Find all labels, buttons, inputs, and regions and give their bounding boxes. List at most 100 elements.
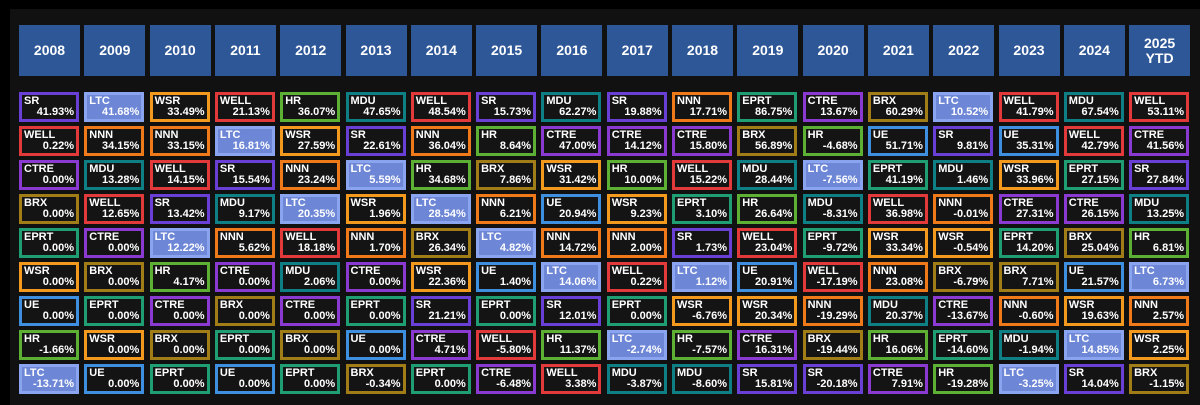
return-value: 86.75% bbox=[754, 106, 793, 118]
ticker-label: EPRT bbox=[481, 299, 511, 311]
ticker-label: NNN bbox=[1134, 299, 1158, 311]
return-value: 0.00% bbox=[238, 310, 270, 322]
return-cell: CTRE -6.48% bbox=[476, 364, 537, 394]
return-cell: WSR 27.59% bbox=[280, 126, 341, 156]
return-cell: WELL 41.79% bbox=[998, 92, 1059, 122]
ticker-label: NNN bbox=[611, 231, 636, 243]
return-value: 0.00% bbox=[499, 310, 532, 322]
ticker-label: MDU bbox=[89, 163, 115, 175]
return-cell: CTRE 41.56% bbox=[1129, 126, 1190, 156]
ticker-label: UE bbox=[872, 129, 889, 141]
return-value: 0.00% bbox=[303, 344, 336, 356]
return-value: 0.00% bbox=[42, 242, 74, 254]
return-cell: SR 27.84% bbox=[1129, 160, 1190, 190]
ticker-label: WELL bbox=[415, 95, 447, 107]
return-cell: CTRE 0.00% bbox=[149, 296, 210, 326]
return-cell: EPRT 41.19% bbox=[867, 160, 928, 190]
ticker-label: EPRT bbox=[742, 95, 772, 107]
return-value: 18.18% bbox=[297, 242, 336, 254]
return-cell: NNN -0.01% bbox=[933, 194, 994, 224]
ticker-label: WSR bbox=[285, 129, 311, 141]
return-value: -14.60% bbox=[947, 344, 989, 356]
return-value: 12.22% bbox=[167, 242, 205, 254]
ticker-label: UE bbox=[89, 367, 105, 379]
return-value: 0.00% bbox=[42, 208, 74, 220]
return-value: 41.79% bbox=[1016, 106, 1054, 118]
ticker-label: EPRT bbox=[872, 163, 903, 175]
return-value: 0.22% bbox=[630, 276, 662, 288]
return-value: 1.40% bbox=[499, 276, 532, 288]
year-header: 2025 YTD bbox=[1129, 25, 1191, 76]
ticker-label: WELL bbox=[219, 95, 252, 107]
return-value: 48.54% bbox=[428, 106, 466, 118]
return-cell: LTC -3.25% bbox=[998, 364, 1059, 394]
ticker-label: SR bbox=[938, 129, 954, 141]
return-value: 33.15% bbox=[167, 140, 205, 152]
return-value: -1.94% bbox=[1018, 344, 1054, 356]
return-cell: CTRE 16.31% bbox=[737, 330, 798, 360]
return-cell: CTRE 14.12% bbox=[606, 126, 667, 156]
return-cell: WELL -5.80% bbox=[476, 330, 537, 360]
return-value: 21.13% bbox=[232, 106, 270, 118]
ticker-label: WELL bbox=[546, 367, 578, 379]
return-cell: WSR -0.54% bbox=[933, 228, 994, 258]
ticker-label: LTC bbox=[154, 231, 176, 243]
ticker-label: EPRT bbox=[1068, 163, 1099, 175]
return-cell: SR 22.61% bbox=[345, 126, 406, 156]
return-value: 14.15% bbox=[167, 174, 205, 186]
return-value: 0.00% bbox=[303, 378, 336, 390]
return-value: 56.89% bbox=[754, 140, 793, 152]
ticker-label: HR bbox=[742, 197, 759, 209]
return-value: 0.00% bbox=[630, 310, 662, 322]
return-cell: EPRT 27.15% bbox=[1063, 160, 1124, 190]
return-cell: UE 0.00% bbox=[214, 364, 275, 394]
ticker-label: WSR bbox=[89, 333, 115, 345]
return-cell: EPRT 0.00% bbox=[84, 296, 145, 326]
return-value: 5.62% bbox=[238, 242, 270, 254]
return-cell: WELL 14.15% bbox=[149, 160, 210, 190]
ticker-label: HR bbox=[415, 163, 432, 175]
return-value: 27.59% bbox=[297, 140, 336, 152]
return-value: -19.44% bbox=[816, 344, 858, 356]
ticker-label: SR bbox=[807, 367, 823, 379]
return-value: 6.81% bbox=[1152, 242, 1185, 254]
returns-heatmap-panel: 2008 2009 2010 2011 2012 2013 2014 2015 2016 2017… bbox=[10, 9, 1200, 405]
return-cell: HR 16.06% bbox=[867, 330, 928, 360]
ticker-label: MDU bbox=[742, 163, 768, 175]
return-value: 0.00% bbox=[173, 310, 205, 322]
ticker-label: CTRE bbox=[1134, 129, 1165, 141]
ticker-label: UE bbox=[350, 333, 366, 345]
return-value: 0.00% bbox=[238, 378, 270, 390]
return-cell: WSR 2.25% bbox=[1129, 330, 1190, 360]
return-cell: WELL 21.13% bbox=[214, 92, 275, 122]
return-value: 3.10% bbox=[695, 208, 727, 220]
return-value: 21.57% bbox=[1081, 276, 1119, 288]
return-value: 0.00% bbox=[42, 174, 74, 186]
ticker-label: EPRT bbox=[1003, 231, 1033, 243]
ticker-label: SR bbox=[546, 299, 562, 311]
return-cell: BRX 0.00% bbox=[19, 194, 79, 224]
return-cell: NNN 5.62% bbox=[214, 228, 275, 258]
return-cell: WSR 1.96% bbox=[345, 194, 406, 224]
return-value: -0.34% bbox=[365, 378, 401, 390]
return-cell: EPRT 0.00% bbox=[410, 364, 471, 394]
return-value: 13.28% bbox=[101, 174, 140, 186]
ticker-label: LTC bbox=[350, 163, 372, 175]
ticker-label: MDU bbox=[677, 367, 703, 379]
return-cell: CTRE 26.15% bbox=[1063, 194, 1124, 224]
return-value: 2.57% bbox=[1152, 310, 1185, 322]
return-cell: MDU 28.44% bbox=[737, 160, 798, 190]
year-header: 2018 bbox=[672, 25, 733, 76]
return-value: 35.31% bbox=[1016, 140, 1054, 152]
ticker-label: WSR bbox=[24, 265, 50, 277]
return-cell: SR 9.81% bbox=[933, 126, 994, 156]
return-value: -13.67% bbox=[947, 310, 989, 322]
ticker-label: WELL bbox=[89, 197, 121, 209]
return-value: 33.96% bbox=[1016, 174, 1054, 186]
ticker-label: CTRE bbox=[807, 95, 838, 107]
ticker-label: LTC bbox=[611, 333, 633, 345]
ticker-label: SR bbox=[1134, 163, 1150, 175]
return-cell: MDU 47.65% bbox=[345, 92, 406, 122]
ticker-label: BRX bbox=[1134, 367, 1158, 379]
return-cell: MDU 2.06% bbox=[280, 262, 341, 292]
